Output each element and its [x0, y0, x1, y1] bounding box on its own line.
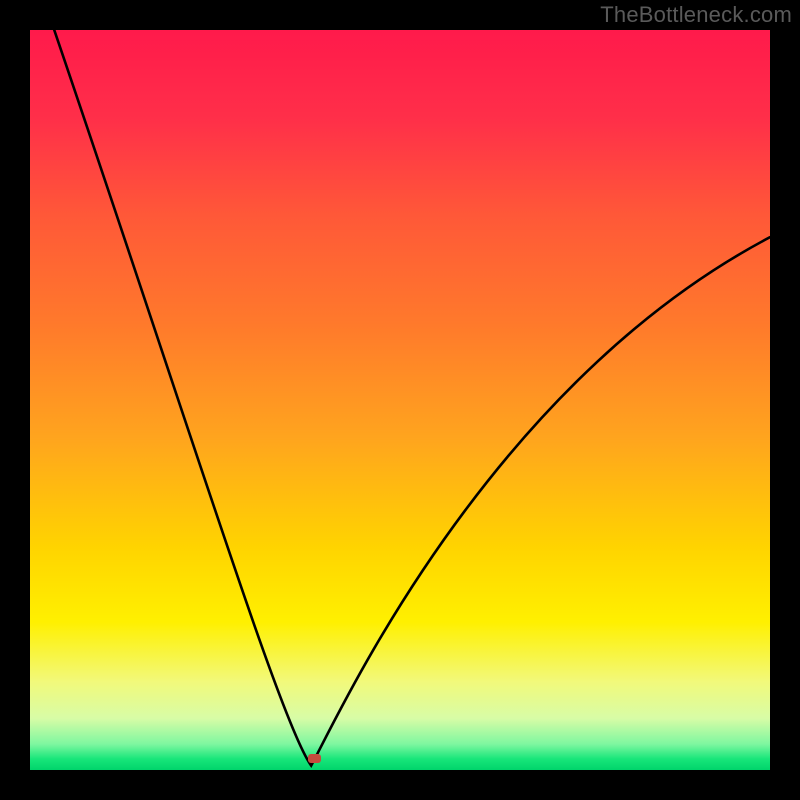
chart-frame: TheBottleneck.com — [0, 0, 800, 800]
curve-path — [52, 30, 770, 766]
plot-area — [30, 30, 770, 770]
bottleneck-curve — [30, 30, 770, 770]
watermark-text: TheBottleneck.com — [600, 2, 792, 28]
notch-marker — [308, 754, 321, 763]
